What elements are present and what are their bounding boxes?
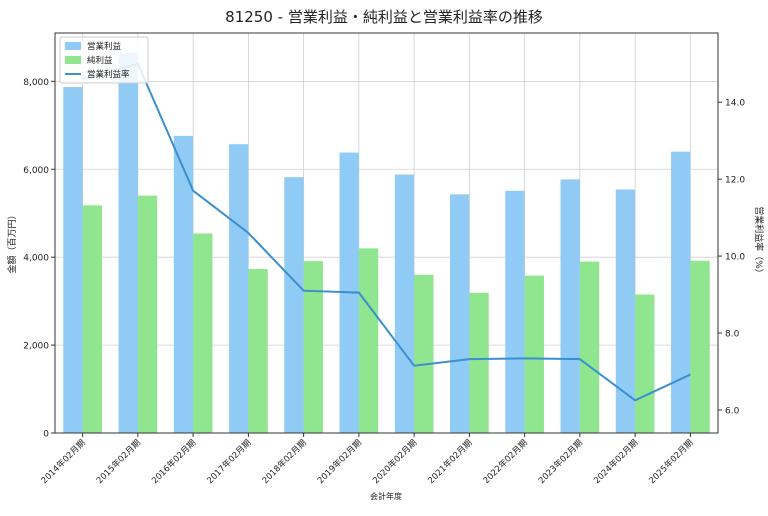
bar-operating-profit [284,177,304,433]
line-operating-margin [82,62,691,402]
legend-swatch [65,56,81,64]
bar-net-profit [414,274,434,433]
legend-label: 純利益 [87,55,113,66]
bar-operating-profit [394,174,415,434]
legend-swatch [65,42,81,50]
y-tick-label-right: 8.0 [725,330,740,340]
x-tick-label: 2021年02月期 [426,437,475,486]
legend-label: 営業利益率 [87,69,130,80]
bar-net-profit [137,195,158,433]
bar-net-profit [635,294,655,433]
bar-operating-profit [229,144,249,433]
bar-net-profit [303,261,323,433]
bar-net-profit [193,233,213,433]
bar-operating-profit [63,87,83,434]
bar-operating-profit [505,190,525,433]
x-tick-label: 2022年02月期 [481,437,530,486]
bar-net-profit [248,269,268,433]
x-tick-label: 2024年02月期 [591,437,640,486]
bar-net-profit [690,260,710,433]
bar-operating-profit [118,52,138,434]
y-tick-label-left: 2,000 [23,342,49,352]
bar-operating-profit [450,194,470,433]
legend-box [59,36,149,84]
legend-label: 営業利益 [87,41,122,52]
x-tick-label: 2020年02月期 [370,437,419,486]
y-tick-label-left: 4,000 [23,254,49,264]
y-tick-label-left: 0 [43,430,49,440]
bar-net-profit [82,205,102,433]
plot-frame [54,32,719,434]
bar-operating-profit [560,179,580,433]
bar-net-profit [524,275,544,433]
y-axis-label-right: 営業利益率（%） [753,206,765,278]
bar-operating-profit [615,189,636,433]
y-tick-label-left: 8,000 [23,78,49,88]
x-tick-label: 2018年02月期 [260,437,309,486]
x-tick-label: 2023年02月期 [536,437,585,486]
x-axis-label: 会計年度 [370,491,402,501]
y-tick-label-right: 6.0 [725,406,740,416]
x-tick-label: 2025年02月期 [647,437,696,486]
line-layer [82,62,691,402]
bars-layer [63,52,710,434]
bar-net-profit [469,292,489,433]
y-tick-label-left: 6,000 [23,166,49,176]
x-tick-label: 2016年02月期 [149,437,198,486]
x-tick-label: 2019年02月期 [315,437,364,486]
bar-operating-profit [671,151,691,433]
y-axis-label-left: 金額（百万円） [6,210,18,273]
x-tick-label: 2017年02月期 [205,437,254,486]
y-tick-label-right: 14.0 [725,99,745,109]
chart-title: 81250 - 営業利益・純利益と営業利益率の推移 [225,8,543,26]
bar-operating-profit [173,135,194,433]
y-tick-label-right: 12.0 [725,176,745,186]
y-tick-label-right: 10.0 [725,253,745,263]
x-tick-label: 2014年02月期 [39,437,88,486]
bar-net-profit [358,248,379,433]
x-tick-label: 2015年02月期 [94,437,143,486]
bar-net-profit [579,261,600,433]
